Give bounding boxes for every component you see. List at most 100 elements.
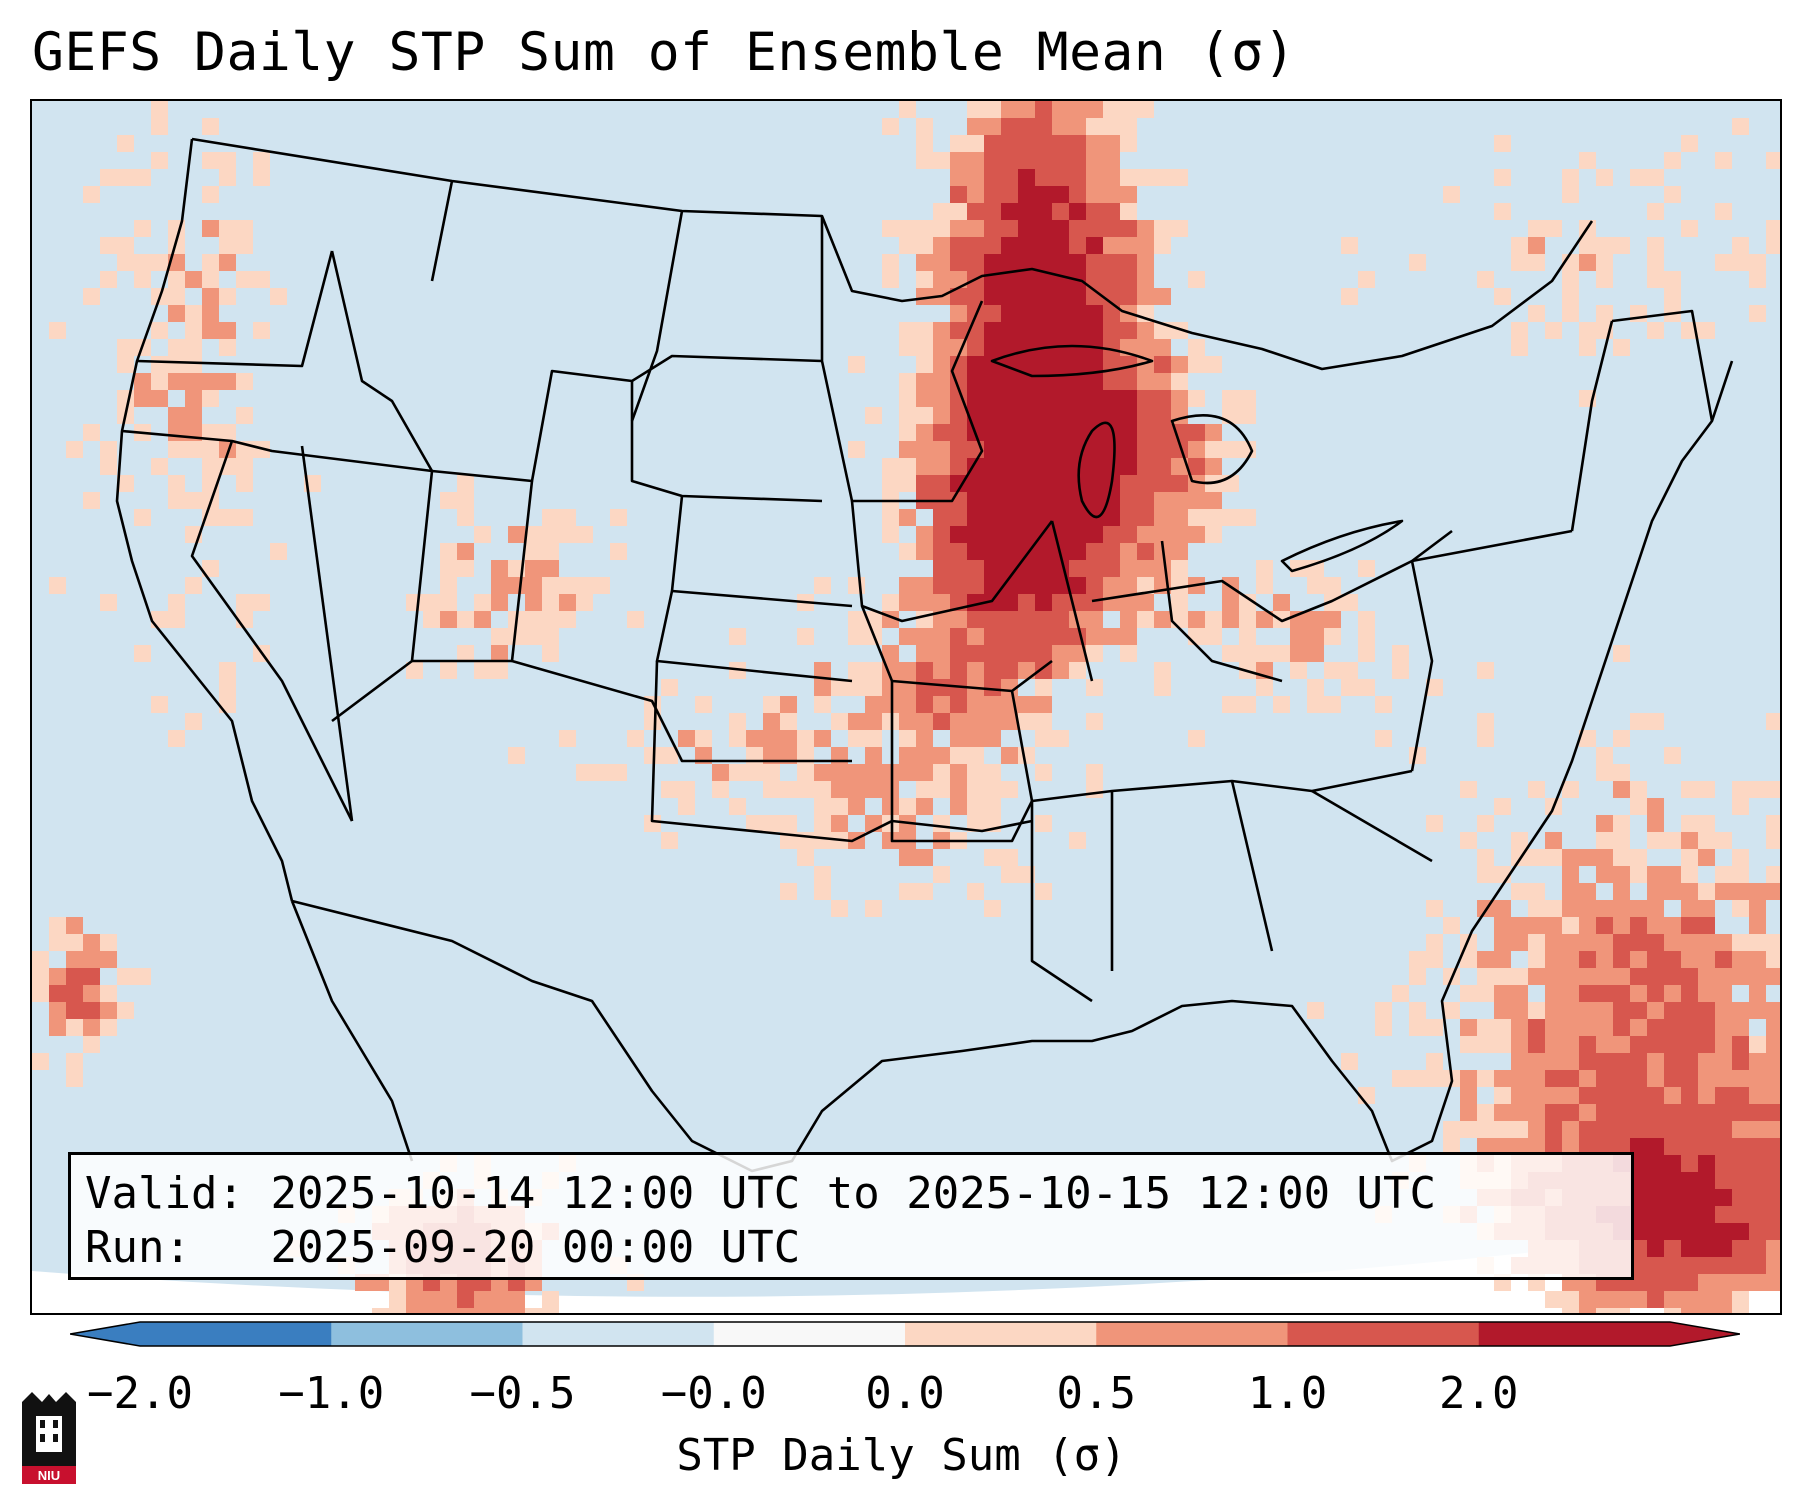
anomaly-cell (1698, 1121, 1715, 1138)
anomaly-cell (1545, 1121, 1562, 1138)
anomaly-cell (1749, 1070, 1766, 1087)
anomaly-cell (1018, 356, 1035, 373)
anomaly-cell (1154, 339, 1171, 356)
anomaly-cell (933, 339, 950, 356)
anomaly-cell (542, 1308, 559, 1313)
anomaly-cell (916, 339, 933, 356)
anomaly-cell (1664, 1019, 1681, 1036)
anomaly-cell (1613, 849, 1630, 866)
anomaly-cell (440, 1308, 457, 1313)
anomaly-cell (1766, 237, 1780, 254)
anomaly-cell (1069, 577, 1086, 594)
anomaly-cell (1086, 152, 1103, 169)
anomaly-cell (1171, 611, 1188, 628)
anomaly-cell (1647, 1206, 1664, 1223)
anomaly-cell (1613, 1070, 1630, 1087)
anomaly-cell (168, 730, 185, 747)
anomaly-cell (1664, 1172, 1681, 1189)
anomaly-cell (950, 475, 967, 492)
anomaly-cell (151, 458, 168, 475)
anomaly-cell (967, 713, 984, 730)
anomaly-cell (984, 424, 1001, 441)
anomaly-cell (66, 1019, 83, 1036)
anomaly-cell (1426, 1019, 1443, 1036)
anomaly-cell (1579, 1291, 1596, 1308)
anomaly-cell (1171, 322, 1188, 339)
anomaly-cell (950, 186, 967, 203)
anomaly-cell (1086, 373, 1103, 390)
anomaly-cell (1613, 645, 1630, 662)
anomaly-cell (882, 832, 899, 849)
anomaly-cell (678, 798, 695, 815)
anomaly-cell (1562, 917, 1579, 934)
anomaly-cell (1154, 424, 1171, 441)
anomaly-cell (1120, 577, 1137, 594)
anomaly-cell (899, 662, 916, 679)
anomaly-cell (1732, 968, 1749, 985)
anomaly-cell (1171, 594, 1188, 611)
anomaly-cell (1358, 645, 1375, 662)
anomaly-cell (831, 815, 848, 832)
anomaly-cell (1630, 985, 1647, 1002)
anomaly-cell (1613, 781, 1630, 798)
anomaly-cell (712, 781, 729, 798)
anomaly-cell (168, 288, 185, 305)
anomaly-cell (1698, 1274, 1715, 1291)
anomaly-cell (1732, 1155, 1749, 1172)
anomaly-cell (1120, 322, 1137, 339)
anomaly-cell (984, 407, 1001, 424)
anomaly-cell (1001, 390, 1018, 407)
anomaly-cell (1120, 611, 1137, 628)
anomaly-cell (1579, 917, 1596, 934)
anomaly-cell (916, 220, 933, 237)
anomaly-cell (236, 220, 253, 237)
anomaly-cell (933, 237, 950, 254)
anomaly-cell (168, 373, 185, 390)
anomaly-cell (1001, 288, 1018, 305)
anomaly-cell (1766, 1240, 1780, 1257)
anomaly-cell (1052, 305, 1069, 322)
anomaly-cell (1052, 101, 1069, 118)
anomaly-cell (1562, 849, 1579, 866)
anomaly-cell (1613, 1121, 1630, 1138)
anomaly-cell (1630, 1104, 1647, 1121)
anomaly-cell (1664, 1002, 1681, 1019)
anomaly-cell (1528, 1121, 1545, 1138)
anomaly-cell (1001, 594, 1018, 611)
anomaly-cell (1443, 1002, 1460, 1019)
anomaly-cell (1018, 458, 1035, 475)
anomaly-cell (1596, 815, 1613, 832)
anomaly-cell (1239, 645, 1256, 662)
anomaly-cell (1613, 985, 1630, 1002)
anomaly-cell (1664, 747, 1681, 764)
anomaly-cell (1732, 1104, 1749, 1121)
anomaly-cell (967, 645, 984, 662)
anomaly-cell (168, 356, 185, 373)
anomaly-cell (1613, 730, 1630, 747)
anomaly-cell (440, 611, 457, 628)
anomaly-cell (219, 696, 236, 713)
anomaly-cell (1256, 577, 1273, 594)
anomaly-cell (1562, 900, 1579, 917)
anomaly-cell (1120, 271, 1137, 288)
anomaly-cell (1171, 577, 1188, 594)
anomaly-cell (542, 645, 559, 662)
anomaly-cell (457, 475, 474, 492)
anomaly-cell (899, 475, 916, 492)
anomaly-cell (1766, 1053, 1780, 1070)
anomaly-cell (66, 951, 83, 968)
anomaly-cell (1052, 577, 1069, 594)
anomaly-cell (1715, 1257, 1732, 1274)
anomaly-cell (1562, 1138, 1579, 1155)
anomaly-cell (1528, 1019, 1545, 1036)
anomaly-cell (1528, 254, 1545, 271)
anomaly-cell (933, 424, 950, 441)
anomaly-cell (780, 730, 797, 747)
anomaly-cell (1749, 1053, 1766, 1070)
anomaly-cell (899, 424, 916, 441)
anomaly-cell (1664, 1291, 1681, 1308)
anomaly-cell (1018, 696, 1035, 713)
colorbar-tick-label: −2.0 (87, 1368, 193, 1419)
anomaly-cell (1630, 866, 1647, 883)
anomaly-cell (525, 611, 542, 628)
